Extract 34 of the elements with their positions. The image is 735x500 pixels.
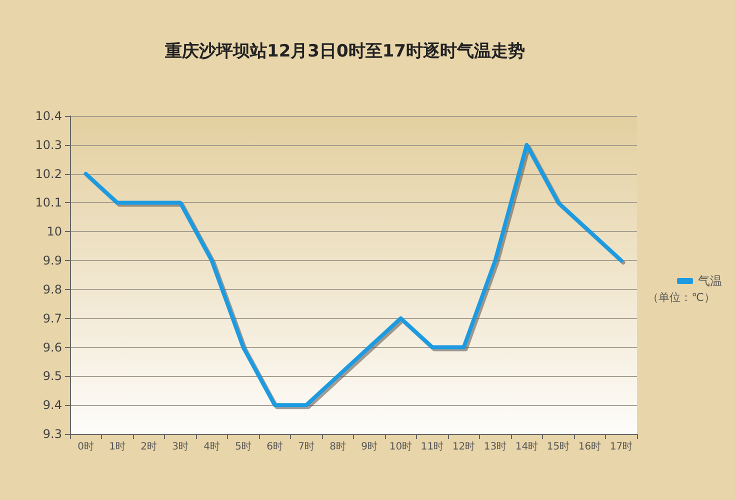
chart-title: 重庆沙坪坝站12月3日0时至17时逐时气温走势: [164, 42, 525, 62]
x-tick-label: 4时: [204, 440, 220, 452]
x-tick-label: 1时: [109, 440, 126, 452]
x-tick-label: 14时: [515, 440, 538, 452]
x-tick-label: 13时: [484, 440, 507, 452]
x-tick-label: 15时: [546, 440, 570, 452]
x-tick-label: 12时: [452, 440, 476, 452]
y-tick-label: 9.7: [42, 311, 62, 326]
text: （单位：℃）: [648, 291, 716, 304]
y-tick-label: 9.6: [42, 340, 62, 354]
x-tick-label: 10时: [389, 440, 412, 452]
y-tick-label: 9.8: [42, 282, 62, 296]
x-tick-label: 0时: [78, 440, 94, 452]
x-tick-label: 17时: [610, 440, 633, 452]
y-tick-label: 10.1: [35, 196, 62, 210]
y-tick-label: 9.3: [42, 427, 62, 441]
y-tick-label: 10: [46, 224, 62, 239]
legend-label: 气温: [698, 274, 722, 288]
x-tick-label: 11时: [420, 440, 444, 452]
x-tick-label: 6时: [266, 440, 283, 452]
x-tick-label: 9时: [361, 440, 378, 452]
x-tick-label: 5时: [235, 440, 252, 452]
line-series: [84, 142, 624, 408]
y-tick-label: 10.2: [35, 166, 62, 181]
x-tick-label: 7时: [298, 440, 314, 452]
x-tick-label: 2时: [140, 440, 157, 452]
x-tick-label: 8时: [330, 440, 346, 452]
y-tick-label: 9.9: [42, 254, 62, 268]
y-tick-label: 9.5: [42, 369, 62, 384]
x-tick-label: 16时: [578, 440, 602, 452]
y-tick-label: 10.3: [35, 138, 62, 152]
x-tick-label: 3时: [172, 440, 188, 452]
y-tick-label: 10.4: [35, 109, 62, 123]
y-tick-label: 9.4: [42, 398, 62, 412]
